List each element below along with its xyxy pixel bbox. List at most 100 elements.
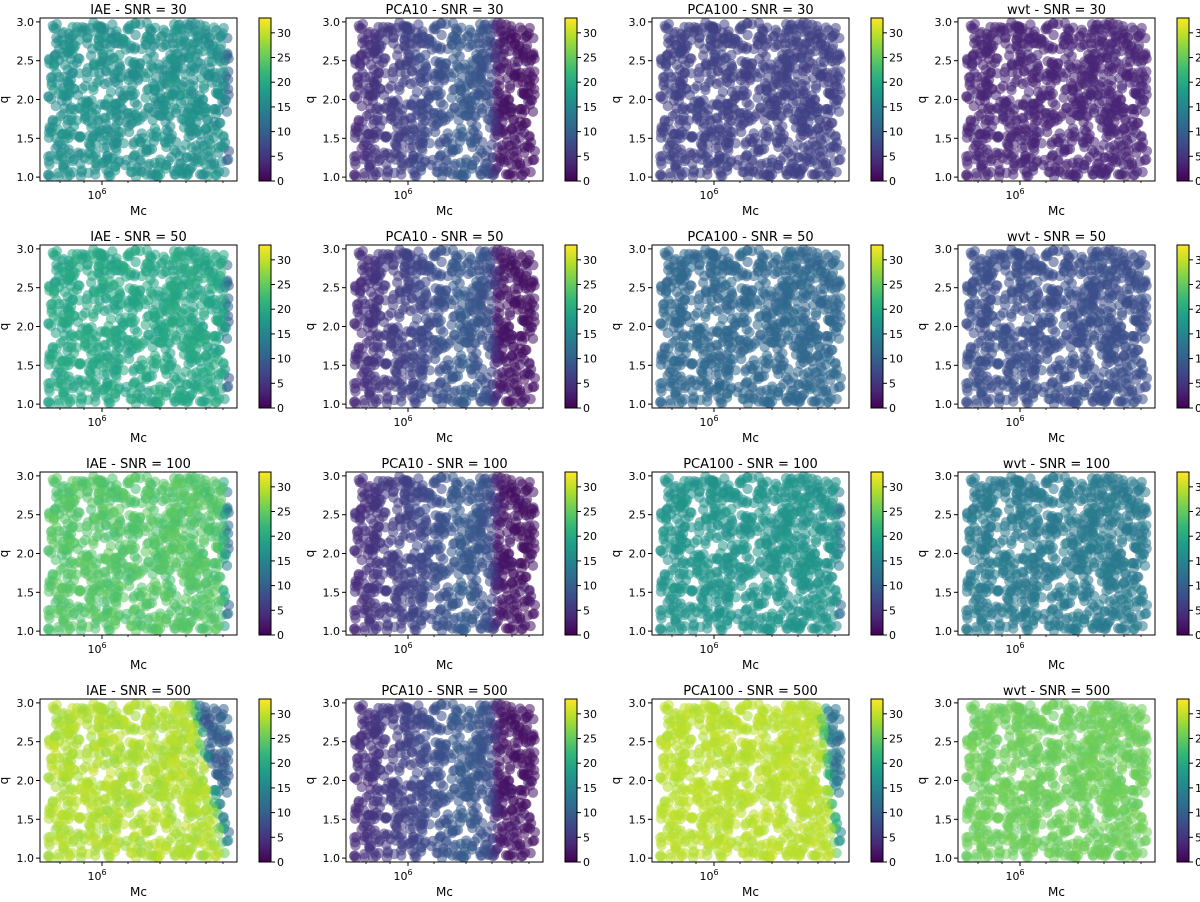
point [378,89,390,101]
point [664,154,675,165]
point [717,27,728,38]
point [58,388,69,399]
point [134,58,145,70]
point [705,34,716,45]
point [123,112,134,123]
point [158,251,169,262]
point [364,161,375,172]
point [349,151,360,162]
point [65,74,77,85]
point [1010,154,1021,166]
point [399,34,410,45]
point [368,46,379,57]
point [516,104,527,115]
point [1073,154,1084,165]
point [396,169,407,180]
point [481,23,493,34]
point [1083,77,1095,89]
x-tick-label: 106 [87,414,106,429]
point [496,140,508,151]
point [186,312,197,324]
point [61,171,73,181]
colorbar-tick-label: 10 [277,353,291,366]
point [1000,62,1012,74]
point [1122,32,1133,43]
point [1116,169,1127,180]
point [660,60,672,72]
colorbar-tick-label: 0 [889,175,896,188]
point [141,18,153,29]
point [91,104,102,115]
point [1078,100,1090,112]
point [150,261,161,272]
subplot-2: PCA10 - SNR = 301.01.52.02.53.0106Mcq051… [303,3,597,218]
point [1029,119,1040,130]
y-tick-label: 2.0 [935,94,953,107]
point [1019,150,1031,162]
point [447,18,459,29]
point [452,168,464,179]
point [688,22,700,33]
subplot-5: IAE - SNR = 501.01.52.02.53.0106Mcq05101… [0,230,291,445]
y-tick-label: 1.0 [323,171,341,184]
point [490,123,501,134]
point [359,171,370,181]
point [1085,65,1096,76]
point [1136,131,1147,143]
point [163,155,174,166]
point [820,158,832,169]
scatter-points [42,245,235,408]
y-tick-label: 1.0 [629,171,647,184]
point [993,171,1005,181]
point [68,256,79,267]
point [358,124,370,135]
point [98,142,110,154]
x-axis-label: Mc [130,431,147,445]
point [699,43,710,55]
point [127,295,139,306]
point [129,271,140,282]
point [1032,49,1043,61]
point [98,369,110,381]
point [104,49,116,60]
point [968,23,979,34]
point [109,98,120,109]
point [75,358,86,370]
point [71,115,82,126]
point [1090,38,1101,49]
point [47,71,58,82]
point [68,29,79,40]
point [59,59,70,70]
point [76,249,88,260]
point [722,142,733,154]
point [1006,130,1018,141]
point [176,340,187,352]
point [965,71,976,82]
point [1086,102,1098,113]
point [211,396,222,408]
point [807,58,818,69]
y-tick-label: 1.5 [935,132,953,145]
point [400,21,412,32]
point [810,149,821,161]
point [204,259,215,270]
point [1102,20,1113,31]
point [73,102,85,114]
colorbar-tick-label: 5 [277,150,284,163]
point [82,62,94,74]
point [1082,111,1093,122]
point [1126,158,1138,169]
point [160,100,171,112]
point [82,290,94,301]
colorbar-tick-label: 30 [277,27,291,40]
point [492,85,503,97]
point [168,102,180,113]
x-axis-label: Mc [436,204,453,218]
point [991,53,1002,64]
point [983,74,995,85]
colorbar-tick-label: 25 [277,279,291,292]
point [170,147,182,158]
point [744,133,756,145]
point [80,339,92,350]
point [448,53,459,64]
